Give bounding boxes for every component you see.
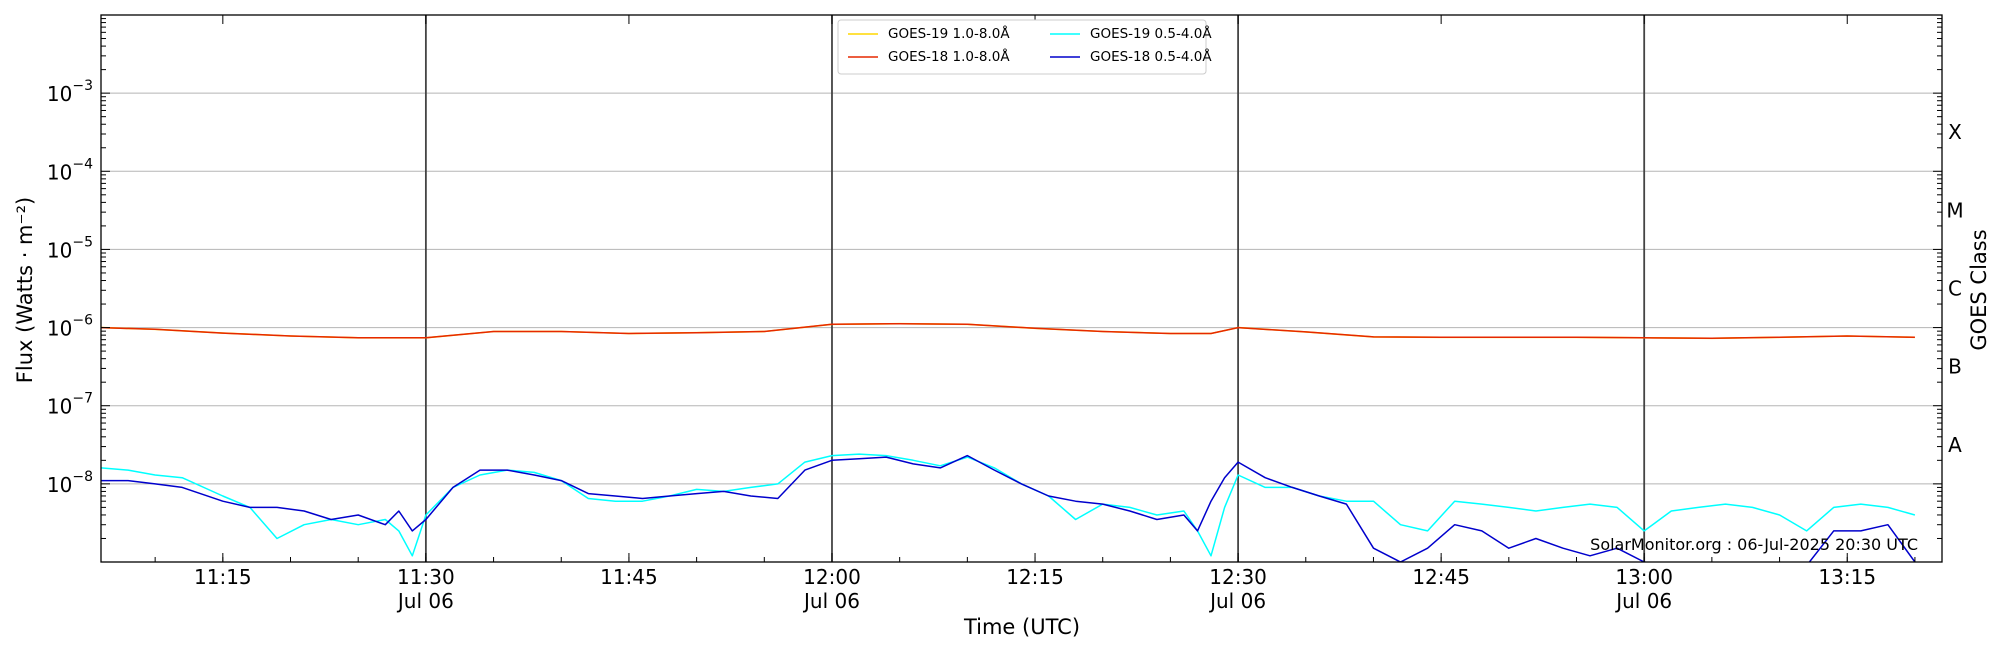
legend-entry-label: GOES-19 0.5-4.0Å [1090, 25, 1212, 42]
goes-class-m-label: M [1946, 198, 1963, 222]
x-tick-label: 13:00 [1615, 565, 1673, 589]
goes-class-a-label: A [1948, 433, 1962, 457]
x-tick-label: 12:15 [1006, 565, 1064, 589]
y-tick-label: 10−8 [47, 469, 93, 497]
x-axis-title: Time (UTC) [963, 615, 1080, 639]
y-tick-label: 10−5 [47, 234, 93, 262]
x-tick-label: 12:30 [1209, 565, 1267, 589]
y-tick-label: 10−3 [47, 78, 93, 106]
x-tick-label: 11:45 [600, 565, 658, 589]
vertical-markers [424, 15, 1646, 562]
y-tick-labels: 10−8 10−7 10−6 10−5 10−4 10−3 [47, 78, 93, 497]
series-line-3 [101, 454, 1916, 562]
x-tick-date-label: Jul 06 [1614, 589, 1672, 613]
goes-class-x-label: X [1948, 120, 1962, 144]
y-tick-label: 10−7 [47, 391, 93, 419]
legend: GOES-19 1.0-8.0Å GOES-18 1.0-8.0Å GOES-19 … [837, 19, 1212, 75]
x-tick-label: 11:15 [194, 565, 252, 589]
plot-frame [100, 14, 1943, 563]
goes-class-c-label: C [1948, 277, 1962, 301]
y-gridlines [101, 92, 1942, 485]
x-tick-date-label: Jul 06 [802, 589, 860, 613]
x-tick-label: 13:15 [1818, 565, 1876, 589]
axis-ticks [101, 15, 1942, 563]
x-tick-label: 11:30 [397, 565, 455, 589]
series-line-1 [101, 322, 1915, 340]
y-tick-label: 10−4 [47, 156, 93, 184]
legend-entry-label: GOES-18 0.5-4.0Å [1090, 48, 1212, 65]
x-tick-date-label: Jul 06 [1208, 589, 1266, 613]
right-axis-title: GOES Class [1967, 229, 1991, 350]
series-lines [101, 322, 1916, 562]
legend-box [837, 19, 1207, 75]
series-line-0 [101, 322, 1915, 340]
legend-entry-label: GOES-19 1.0-8.0Å [888, 25, 1010, 42]
y-axis-title: Flux (Watts · m⁻²) [13, 197, 37, 383]
goes-class-labels: A B C M X [1946, 120, 1963, 457]
x-tick-date-label: Jul 06 [396, 589, 454, 613]
goes-class-b-label: B [1948, 355, 1962, 379]
y-tick-label: 10−6 [47, 313, 93, 341]
x-tick-label: 12:00 [803, 565, 861, 589]
legend-entry-label: GOES-18 1.0-8.0Å [888, 48, 1010, 65]
x-tick-label: 12:45 [1412, 565, 1470, 589]
source-annotation: SolarMonitor.org : 06-Jul-2025 20:30 UTC [1590, 535, 1918, 554]
